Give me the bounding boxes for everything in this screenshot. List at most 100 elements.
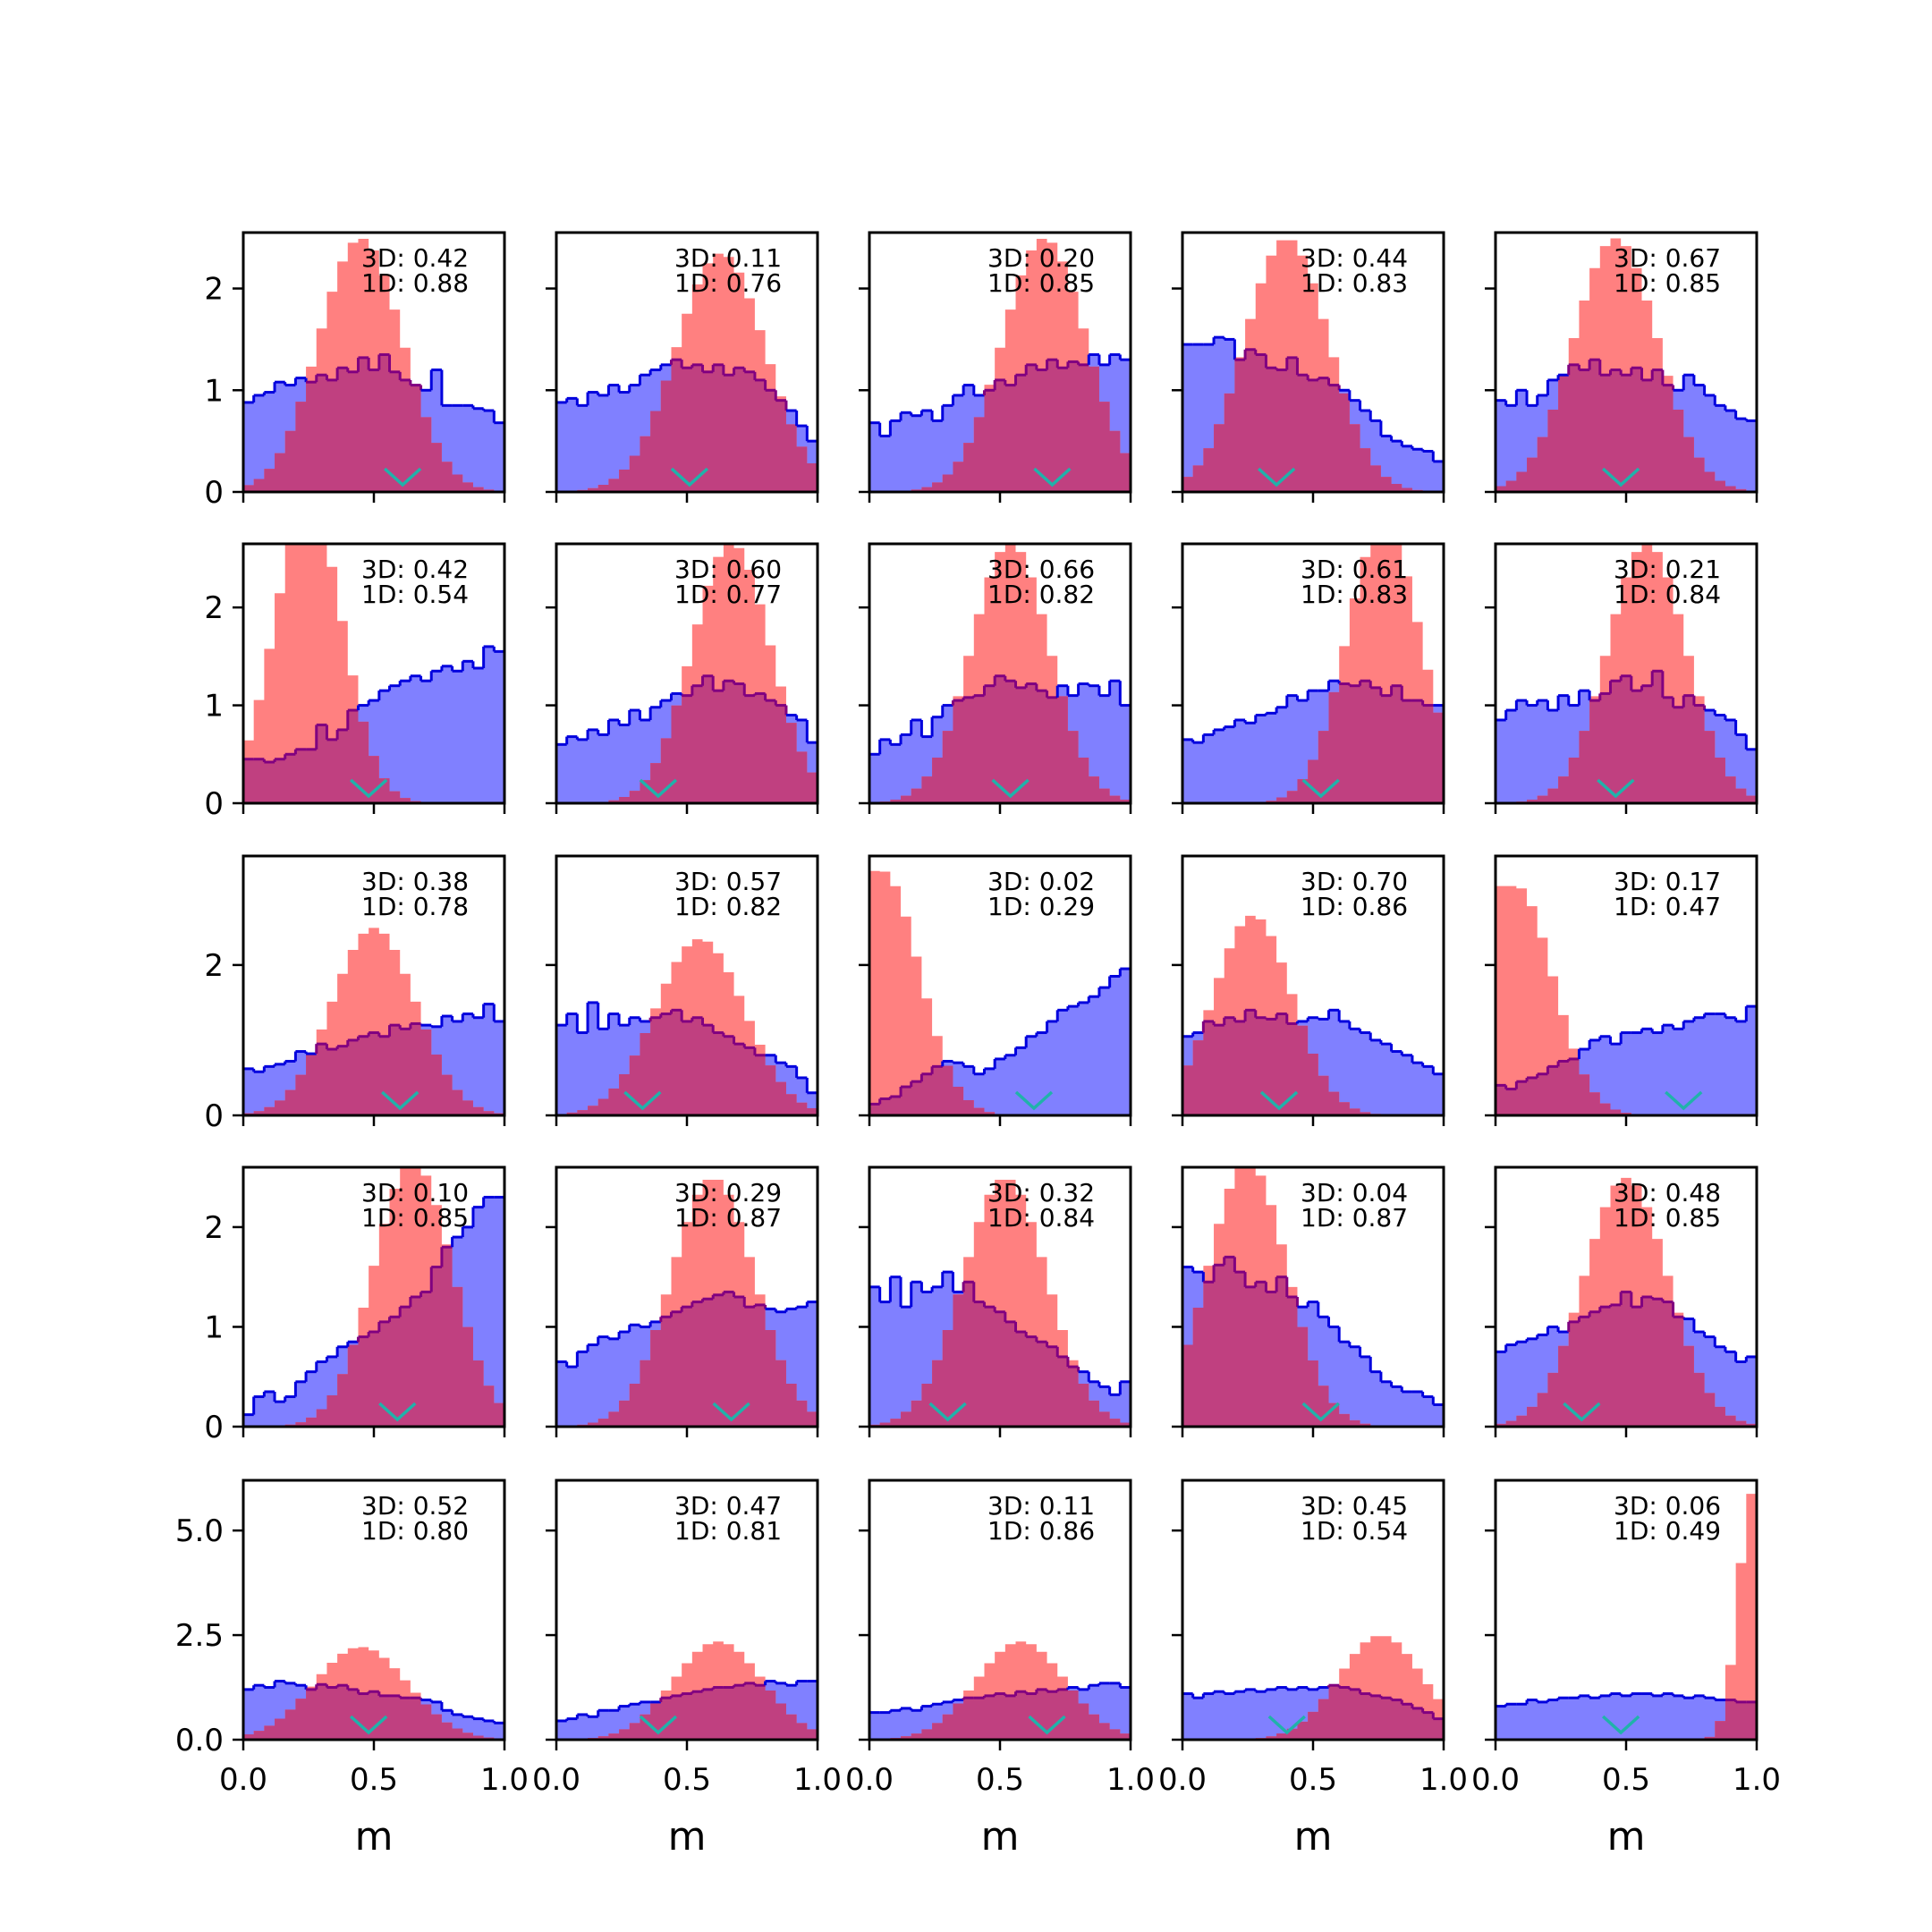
overlap-histogram-fill <box>243 1023 504 1115</box>
plot-area <box>1496 238 1757 492</box>
score-1d-label: 1D: 0.80 <box>361 1516 469 1546</box>
marker-chevron <box>1601 1715 1640 1735</box>
score-1d-label: 1D: 0.84 <box>1614 580 1721 609</box>
marker-chevron <box>1301 778 1340 799</box>
y-tick-label: 2 <box>204 948 224 984</box>
marker-chevron <box>383 467 422 487</box>
marker-chevron <box>349 778 388 799</box>
x-tick-label: 1.0 <box>480 1762 529 1798</box>
overlap-histogram-fill <box>1182 349 1444 492</box>
x-tick-label: 0.0 <box>532 1762 580 1798</box>
marker-chevron <box>1033 467 1072 487</box>
plot-area <box>1496 1177 1757 1427</box>
score-3d-label: 3D: 0.44 <box>1301 243 1408 273</box>
score-1d-label: 1D: 0.78 <box>361 892 469 921</box>
overlap-histogram-fill <box>243 1247 504 1427</box>
plot-area <box>556 544 818 803</box>
overlap-histogram-fill <box>556 360 818 492</box>
marker-chevron <box>623 1090 662 1111</box>
plot-area <box>869 238 1131 492</box>
y-tick-label: 2 <box>204 1210 224 1246</box>
plot-area <box>243 1647 504 1740</box>
score-3d-label: 3D: 0.57 <box>674 867 782 896</box>
x-tick-label: 1.0 <box>1106 1762 1155 1798</box>
overlap-histogram-fill <box>1496 671 1757 803</box>
blue-histogram-fill <box>1496 1693 1757 1740</box>
overlap-histogram-fill <box>869 1282 1131 1427</box>
marker-chevron <box>1028 1715 1066 1735</box>
y-tick-label: 2.5 <box>175 1618 224 1654</box>
marker-chevron <box>1665 1090 1703 1111</box>
score-1d-label: 1D: 0.87 <box>674 1203 782 1233</box>
score-1d-label: 1D: 0.88 <box>361 268 469 298</box>
marker-chevron <box>1601 467 1640 487</box>
plot-area <box>869 1180 1131 1427</box>
marker-chevron <box>1267 1715 1306 1735</box>
marker-chevron <box>1259 1090 1299 1111</box>
y-tick-label: 2 <box>204 590 224 626</box>
overlap-histogram-fill <box>869 360 1131 492</box>
marker-chevron <box>639 1715 678 1735</box>
score-3d-label: 3D: 0.70 <box>1301 867 1408 896</box>
overlap-histogram-fill <box>243 710 504 803</box>
x-tick-label: 0.5 <box>976 1762 1024 1798</box>
score-3d-label: 3D: 0.02 <box>987 867 1095 896</box>
marker-chevron <box>1563 1402 1601 1422</box>
score-3d-label: 3D: 0.66 <box>987 555 1095 584</box>
score-3d-label: 3D: 0.11 <box>674 243 782 273</box>
plot-area <box>1496 886 1757 1115</box>
score-3d-label: 3D: 0.61 <box>1301 555 1408 584</box>
score-3d-label: 3D: 0.67 <box>1614 243 1721 273</box>
y-tick-label: 0 <box>204 1098 224 1134</box>
overlap-histogram-fill <box>1496 1292 1757 1427</box>
x-tick-label: 0.0 <box>1471 1762 1520 1798</box>
score-1d-label: 1D: 0.76 <box>674 268 782 298</box>
overlap-histogram-fill <box>243 354 504 492</box>
plot-area <box>1182 544 1444 803</box>
x-axis-label: m <box>981 1814 1020 1860</box>
overlap-histogram-fill <box>556 675 818 803</box>
x-axis-label: m <box>355 1814 394 1860</box>
plot-area <box>1182 1636 1444 1740</box>
score-1d-label: 1D: 0.54 <box>361 580 469 609</box>
plot-area <box>556 1641 818 1740</box>
x-tick-label: 0.5 <box>350 1762 398 1798</box>
overlap-histogram-fill <box>1182 1257 1444 1427</box>
marker-chevron <box>1014 1090 1054 1111</box>
score-1d-label: 1D: 0.82 <box>987 580 1095 609</box>
x-tick-label: 0.0 <box>1158 1762 1207 1798</box>
y-tick-label: 2 <box>204 272 224 308</box>
score-1d-label: 1D: 0.87 <box>1301 1203 1408 1233</box>
marker-chevron <box>639 778 678 799</box>
x-tick-label: 1.0 <box>1419 1762 1468 1798</box>
y-tick-label: 0 <box>204 786 224 822</box>
overlap-histogram-fill <box>1496 360 1757 492</box>
plot-area <box>556 253 818 492</box>
y-tick-label: 0 <box>204 1410 224 1445</box>
x-axis-label: m <box>1607 1814 1646 1860</box>
marker-chevron <box>381 1090 419 1111</box>
overlap-histogram-fill <box>1496 1058 1757 1115</box>
overlap-histogram-fill <box>1496 1699 1757 1740</box>
overlap-histogram-fill <box>869 675 1131 803</box>
x-axis-label: m <box>1294 1814 1333 1860</box>
score-1d-label: 1D: 0.47 <box>1614 892 1721 921</box>
x-tick-label: 0.5 <box>1602 1762 1650 1798</box>
plot-area <box>1182 1167 1444 1427</box>
x-tick-label: 1.0 <box>1733 1762 1781 1798</box>
y-tick-label: 0.0 <box>175 1723 224 1758</box>
score-1d-label: 1D: 0.77 <box>674 580 782 609</box>
overlap-histogram-fill <box>556 1292 818 1427</box>
